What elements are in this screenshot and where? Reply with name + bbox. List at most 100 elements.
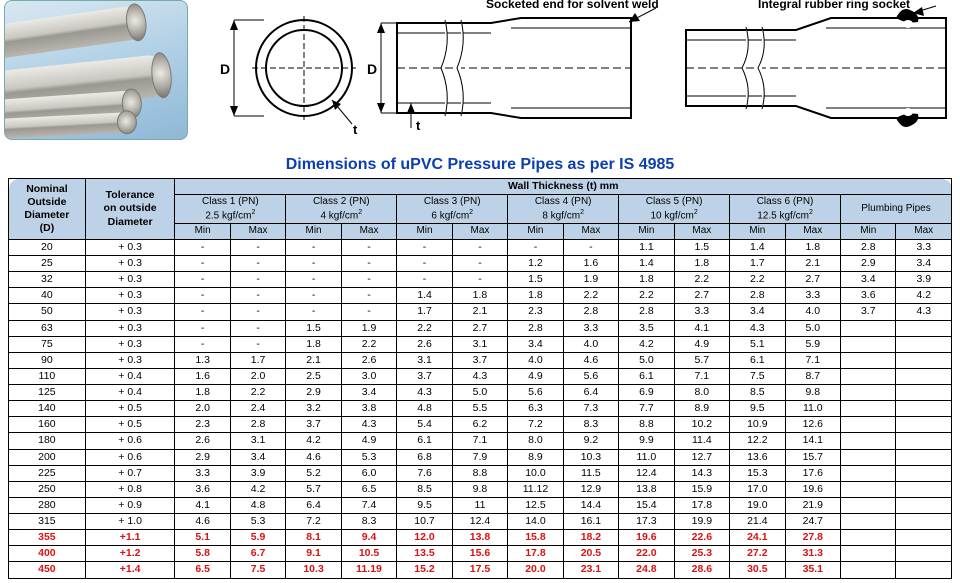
cell-value: 7.1 [674,368,729,384]
cell-value: 8.8 [452,465,507,481]
cell-value: 6.3 [508,401,563,417]
hdr-plumbing: Plumbing Pipes [841,195,952,224]
table-body: 20+ 0.3--------1.11.51.41.82.83.325+ 0.3… [9,239,952,578]
cell-value: 9.8 [452,481,507,497]
cell-value: 3.4 [841,272,896,288]
cell-value: 12.7 [674,449,729,465]
hdr-min: Min [508,224,563,240]
cell-value: 13.6 [730,449,785,465]
dim-label-t1: t [353,122,358,137]
cell-value: 1.8 [619,272,674,288]
cell-value: 5.7 [286,481,341,497]
cell-value: 7.3 [563,401,618,417]
cell-value: 19.9 [674,514,729,530]
cell-value: 1.6 [175,368,230,384]
cell-value: 2.7 [674,288,729,304]
cell-value: - [175,320,230,336]
table-row: 125+ 0.41.82.22.93.44.35.05.66.46.98.08.… [9,385,952,401]
cell-value: 2.8 [730,288,785,304]
cell-value: 4.2 [896,288,952,304]
cell-value [896,401,952,417]
cell-value: 8.0 [508,433,563,449]
hdr-tolerance: Toleranceon outsideDiameter [85,179,175,240]
cell-value: 17.5 [452,562,507,578]
cell-value: 3.7 [397,368,452,384]
cell-value: 5.1 [175,530,230,546]
cell-value: 16.1 [563,514,618,530]
cell-value: 5.0 [785,320,840,336]
cell-value: 4.3 [730,320,785,336]
cell-value: 5.6 [508,385,563,401]
cell-value: 11.12 [508,481,563,497]
cell-value: 2.3 [175,417,230,433]
cell-value: 18.2 [563,530,618,546]
cell-value: 3.5 [619,320,674,336]
table-row: 140+ 0.52.02.43.23.84.85.56.37.37.78.99.… [9,401,952,417]
cell-diameter: 75 [9,336,86,352]
cell-value: 8.1 [286,530,341,546]
cell-tolerance: + 0.5 [85,401,175,417]
cell-value [896,514,952,530]
cell-value: - [341,272,396,288]
cell-value: 4.9 [508,368,563,384]
cell-tolerance: + 0.4 [85,368,175,384]
cell-value: 8.5 [397,481,452,497]
cell-value: 2.0 [230,368,285,384]
cell-value: 2.7 [785,272,840,288]
table-row: 75+ 0.3--1.82.22.63.13.44.04.24.95.15.9 [9,336,952,352]
cell-value: 1.5 [674,239,729,255]
cell-value: 5.0 [619,352,674,368]
cell-value: 3.8 [341,401,396,417]
cell-value: - [397,256,452,272]
table-row: 110+ 0.41.62.02.53.03.74.34.95.66.17.17.… [9,368,952,384]
hdr-min: Min [730,224,785,240]
cell-value: 2.4 [230,401,285,417]
cell-value: 7.1 [785,352,840,368]
cell-diameter: 32 [9,272,86,288]
hdr-class-4: Class 4 (PN)8 kgf/cm2 [508,195,619,224]
hdr-min: Min [841,224,896,240]
cell-tolerance: + 0.6 [85,433,175,449]
cell-value: 24.7 [785,514,840,530]
cell-value: 20.5 [563,546,618,562]
cell-value: 5.9 [230,530,285,546]
cell-value: 4.8 [397,401,452,417]
table-row: 20+ 0.3--------1.11.51.41.82.83.3 [9,239,952,255]
cell-value: 3.4 [341,385,396,401]
cell-value: - [175,288,230,304]
table-row: 315+ 1.04.65.37.28.310.712.414.016.117.3… [9,514,952,530]
cell-value: 3.2 [286,401,341,417]
solvent-callout: Socketed end for solvent weld [486,0,659,11]
hdr-min: Min [619,224,674,240]
cell-value: 8.9 [508,449,563,465]
cell-value: 1.2 [508,256,563,272]
cell-tolerance: + 0.3 [85,239,175,255]
cell-value: 2.6 [341,352,396,368]
cell-value: 3.9 [230,465,285,481]
cell-value: 12.2 [730,433,785,449]
cell-value [841,449,896,465]
cell-value: 13.8 [619,481,674,497]
cell-value: 14.4 [563,497,618,513]
cell-value: - [397,272,452,288]
cell-value: - [230,320,285,336]
cell-value: 11.0 [619,449,674,465]
cell-value: - [175,304,230,320]
table-row: 355+1.15.15.98.19.412.013.815.818.219.62… [9,530,952,546]
cell-value [896,368,952,384]
cell-value: - [286,304,341,320]
cell-value: 25.3 [674,546,729,562]
cell-value: 2.1 [286,352,341,368]
cell-value: 27.8 [785,530,840,546]
hdr-max: Max [896,224,952,240]
cell-diameter: 225 [9,465,86,481]
cell-value: 1.5 [508,272,563,288]
cell-tolerance: + 0.4 [85,385,175,401]
cell-tolerance: + 0.3 [85,336,175,352]
table-row: 25+ 0.3------1.21.61.41.81.72.12.93.4 [9,256,952,272]
cell-value: 23.1 [563,562,618,578]
cell-value [896,352,952,368]
cell-value: 1.8 [286,336,341,352]
cell-value: 2.2 [230,385,285,401]
cell-value: 3.6 [841,288,896,304]
